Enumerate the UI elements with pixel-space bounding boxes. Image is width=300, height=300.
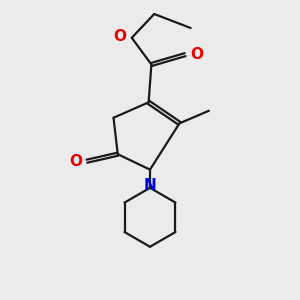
Text: O: O [69,154,82,169]
Text: N: N [144,178,156,193]
Text: O: O [190,47,203,62]
Text: O: O [114,29,127,44]
